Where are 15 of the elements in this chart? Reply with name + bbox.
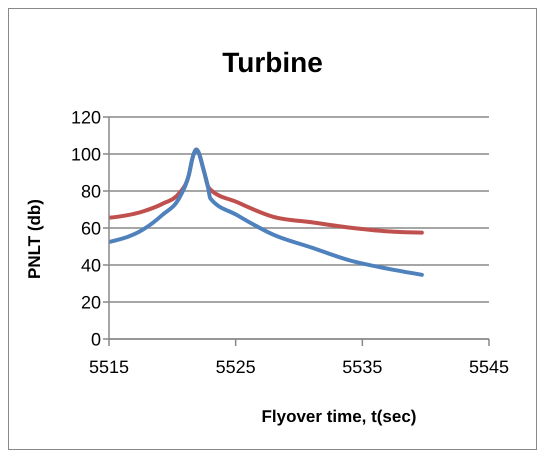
chart-title: Turbine — [221, 47, 324, 79]
y-tick-label: 100 — [70, 144, 101, 164]
y-tick-label: 20 — [80, 292, 101, 312]
x-tick-label: 5535 — [342, 356, 382, 377]
y-axis-title: PNLT (db) — [25, 199, 45, 279]
x-tick-label: 5515 — [88, 356, 130, 377]
y-tick-label: 0 — [90, 329, 101, 350]
x-tick-label: 5545 — [468, 356, 510, 377]
x-axis-title: Flyover time, t(sec) — [260, 407, 418, 427]
y-tick-label: 40 — [80, 255, 101, 276]
y-tick-label: 120 — [70, 107, 101, 128]
y-tick-label: 80 — [80, 181, 101, 202]
x-tick-label: 5525 — [216, 356, 256, 377]
y-tick-label: 60 — [80, 218, 101, 238]
line-series — [109, 148, 424, 277]
